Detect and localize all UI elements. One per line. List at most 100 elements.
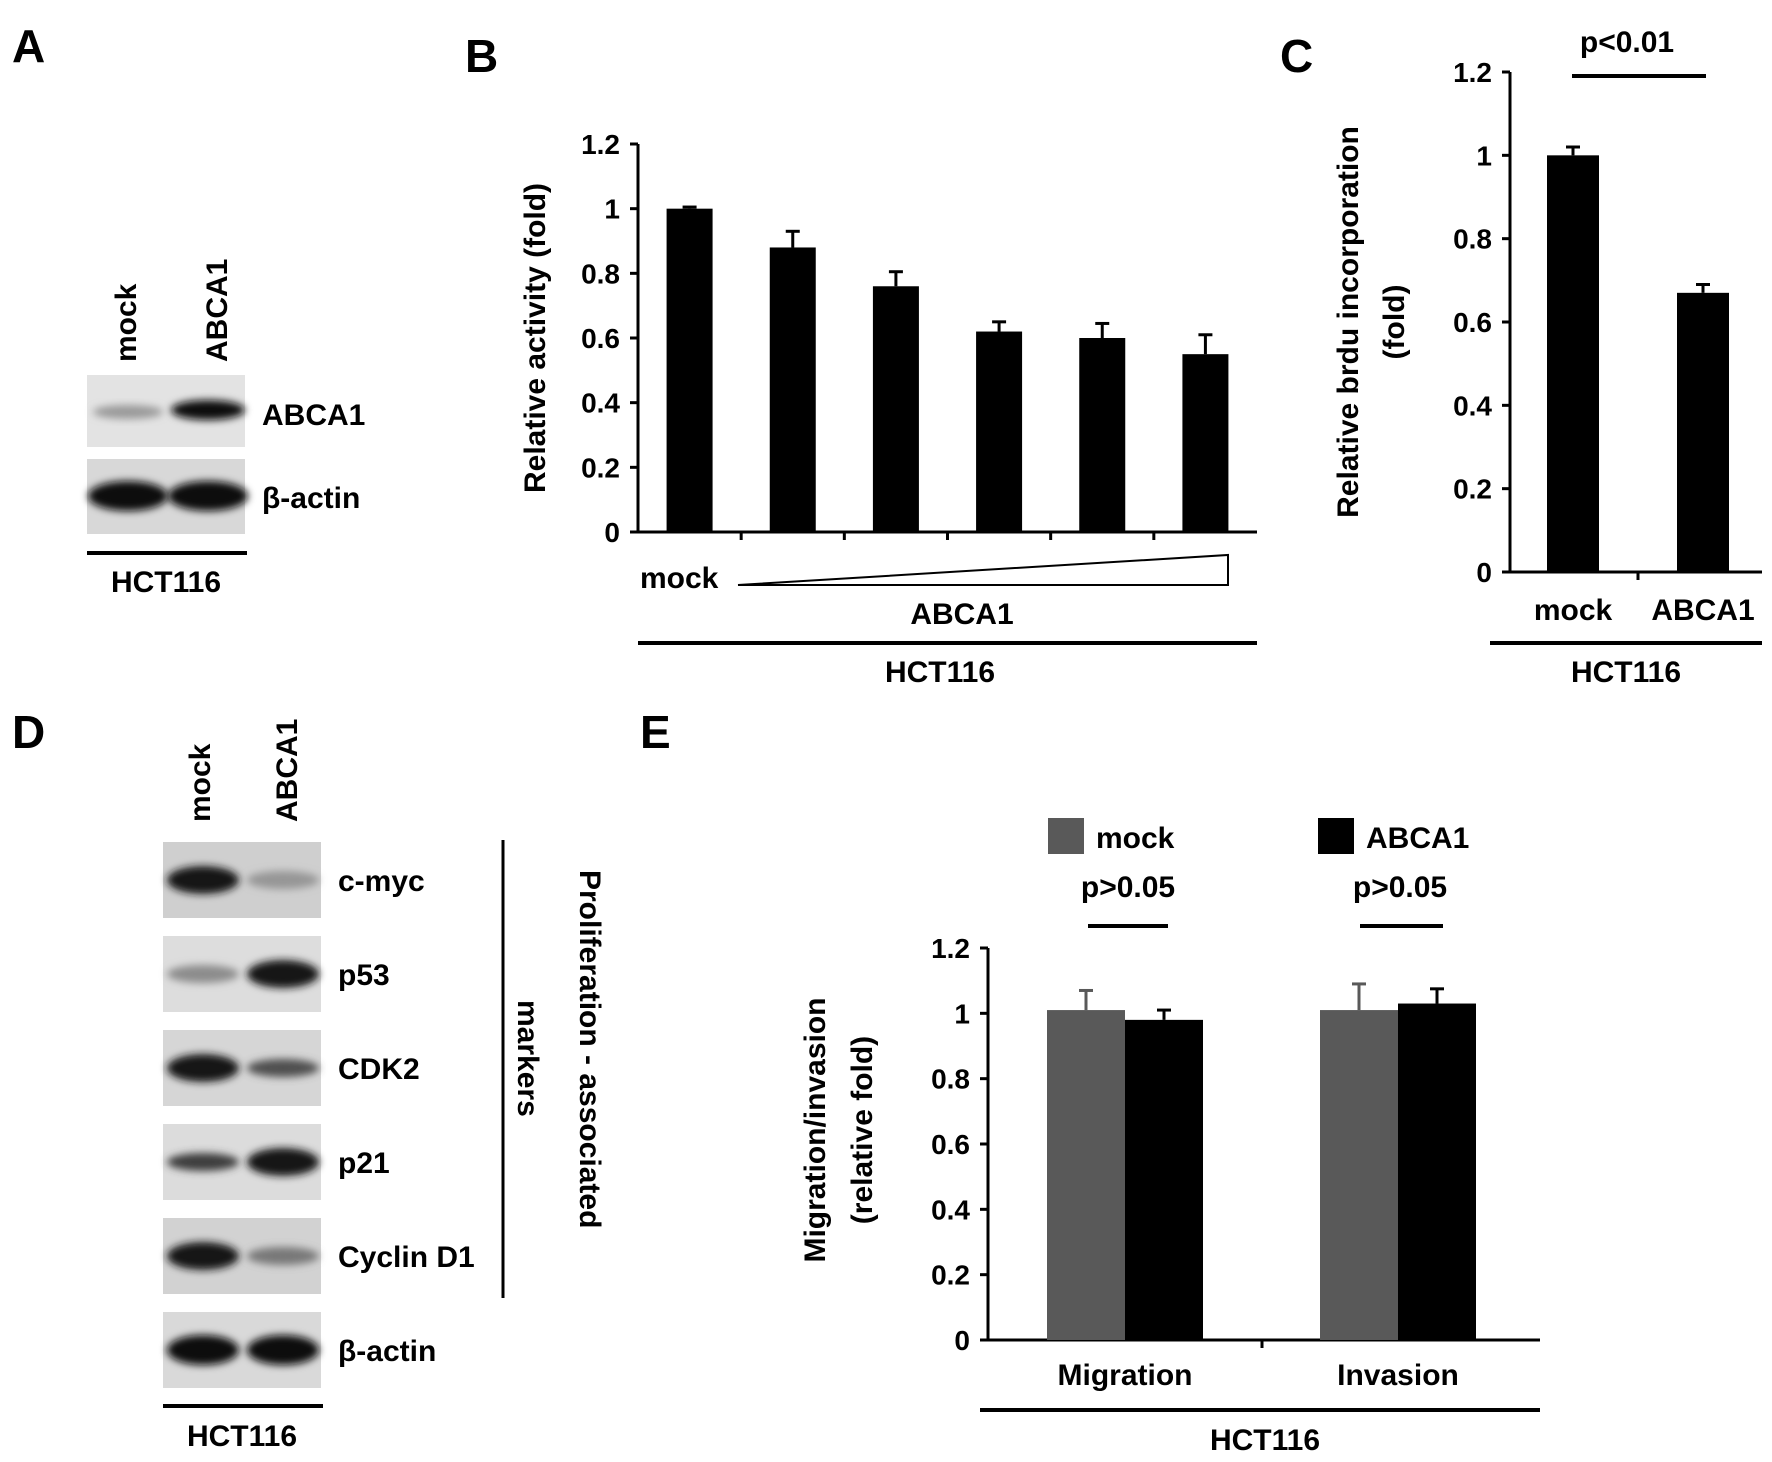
panel-c-y-tick-label: 0.6 <box>1453 307 1492 338</box>
panel-c-bar <box>1677 292 1729 572</box>
panel-c-y-axis-label-line2: (fold) <box>1378 285 1411 360</box>
panel-d-row-label: CDK2 <box>338 1053 420 1086</box>
panel-e-y-tick-label: 0.2 <box>931 1260 970 1291</box>
panel-e-letter: E <box>640 706 671 758</box>
panel-a-lane-abca1: ABCA1 <box>201 259 234 362</box>
panel-b-bar <box>976 331 1023 532</box>
panel-d-band <box>247 1247 319 1265</box>
panel-d-row-label: p21 <box>338 1147 390 1180</box>
panel-b-y-tick-label: 0 <box>604 517 620 548</box>
panel-c-y-tick-label: 0.4 <box>1453 390 1492 421</box>
panel-c-y-axis-label-line1: Relative brdu incorporation <box>1332 126 1365 518</box>
panel-b-dose-triangle <box>737 553 1229 586</box>
panel-c-x-tick-label: mock <box>1534 594 1613 627</box>
panel-b-cell-line: HCT116 <box>885 656 995 689</box>
panel-c-y-tick-label: 0.2 <box>1453 474 1492 505</box>
panel-c-y-tick-label: 1.2 <box>1453 57 1492 88</box>
panel-b-y-tick-label: 0.8 <box>581 258 620 289</box>
panel-e-legend: mock ABCA1 <box>1048 818 1469 855</box>
panel-d-row-label: p53 <box>338 959 390 992</box>
panel-e-legend-swatch <box>1318 818 1354 854</box>
panel-a-band-abca1-abca1 <box>171 400 245 420</box>
panel-e-x-tick-label: Invasion <box>1337 1359 1459 1392</box>
panel-d-letter: D <box>12 706 45 758</box>
panel-c-pvalue: p<0.01 <box>1580 26 1674 59</box>
panel-b-bar <box>872 286 919 532</box>
panel-d-lane-mock: mock <box>184 743 217 822</box>
panel-d: D mock ABCA1 c-myc p53 CDK2 p21 Cyclin D1 β-a… <box>12 706 606 1453</box>
panel-b-y-axis-label: Relative activity (fold) <box>519 183 552 493</box>
panel-d-band <box>167 1153 239 1171</box>
panel-d-band <box>167 866 239 894</box>
panel-c-chart: 0 0.2 0.4 0.6 0.8 1 1.2 mock ABCA1 Relative brdu … <box>1332 57 1762 627</box>
panel-c-cell-line: HCT116 <box>1571 656 1681 689</box>
panel-b-bar <box>769 247 816 532</box>
panel-e-y-tick-label: 0.4 <box>931 1194 970 1225</box>
panel-d-band <box>247 1148 319 1176</box>
panel-a: A mock ABCA1 ABCA1 β-actin HCT116 <box>12 20 365 599</box>
panel-b-chart: 0 0.2 0.4 0.6 0.8 1 1.2 Relative activity (fold… <box>519 129 1257 548</box>
panel-b-letter: B <box>465 30 498 82</box>
panel-b-bar <box>1079 338 1126 532</box>
panel-c-x-tick-label: ABCA1 <box>1651 594 1754 627</box>
panel-c-y-tick-label: 0.8 <box>1453 224 1492 255</box>
panel-c-letter: C <box>1280 30 1313 82</box>
panel-d-lane-abca1: ABCA1 <box>271 719 304 822</box>
panel-e-y-tick-label: 0 <box>954 1325 970 1356</box>
panel-a-cell-line: HCT116 <box>111 566 221 599</box>
panel-e-abca1-bar <box>1398 1003 1476 1340</box>
panel-d-bracket-label-line2: markers <box>511 1000 544 1117</box>
panel-d-band <box>167 965 239 983</box>
panel-a-letter: A <box>12 20 45 72</box>
panel-e-pvalue-1: p>0.05 <box>1081 871 1175 904</box>
panel-b-treatment-label: ABCA1 <box>910 598 1013 631</box>
panel-d-row-label: β-actin <box>338 1335 436 1368</box>
panel-d-band <box>167 1242 239 1270</box>
panel-e-y-axis-label-line1: Migration/invasion <box>799 997 832 1262</box>
panel-e-legend-label: ABCA1 <box>1366 822 1469 855</box>
panel-d-band <box>247 1059 319 1077</box>
panel-a-band-actin-mock <box>88 481 168 511</box>
panel-e-chart: 0 0.2 0.4 0.6 0.8 1 1.2 Migration Invasion Migrat… <box>799 933 1540 1392</box>
panel-d-cell-line: HCT116 <box>187 1420 297 1453</box>
panel-b-y-tick-label: 1.2 <box>581 129 620 160</box>
panel-a-lane-mock: mock <box>110 283 143 362</box>
panel-d-band <box>247 1335 319 1365</box>
panel-e-legend-label: mock <box>1096 822 1175 855</box>
panel-b-y-tick-label: 0.2 <box>581 452 620 483</box>
panel-e-pvalue-2: p>0.05 <box>1353 871 1447 904</box>
panel-c-bar <box>1547 155 1599 573</box>
panel-d-band <box>167 1335 239 1365</box>
panel-e-legend-swatch <box>1048 818 1084 854</box>
panel-e-y-tick-label: 0.8 <box>931 1064 970 1095</box>
panel-b: B 0 0.2 0.4 0.6 0.8 1 1.2 Relative activity (fo… <box>465 30 1257 689</box>
panel-e-y-axis-label-line2: (relative fold) <box>846 1036 879 1224</box>
panel-a-band-actin-abca1 <box>168 481 248 511</box>
panel-e-cell-line: HCT116 <box>1210 1424 1320 1457</box>
panel-e-x-tick-label: Migration <box>1058 1359 1193 1392</box>
panel-e-y-tick-label: 1.2 <box>931 933 970 964</box>
panel-b-bar <box>666 208 713 532</box>
panel-a-row-label-abca1: ABCA1 <box>262 399 365 432</box>
panel-b-y-tick-label: 1 <box>604 194 620 225</box>
panel-d-row-label: c-myc <box>338 865 425 898</box>
panel-b-mock-label: mock <box>640 562 719 595</box>
panel-e-y-tick-label: 1 <box>954 998 970 1029</box>
panel-d-row-label: Cyclin D1 <box>338 1241 475 1274</box>
panel-c-y-tick-label: 0 <box>1476 557 1492 588</box>
panel-d-blots: c-myc p53 CDK2 p21 Cyclin D1 β-actin <box>163 842 475 1388</box>
panel-b-bar <box>1182 354 1229 532</box>
panel-b-y-tick-label: 0.4 <box>581 388 620 419</box>
panel-d-bracket-label-line1: Proliferation - associated <box>573 870 606 1228</box>
panel-a-row-label-actin: β-actin <box>262 482 360 515</box>
panel-c: C p<0.01 0 0.2 0.4 0.6 0.8 1 1.2 mock ABCA1 Relat… <box>1280 26 1762 689</box>
panel-e-mock-bar <box>1047 1010 1125 1340</box>
panel-b-y-tick-label: 0.6 <box>581 323 620 354</box>
panel-d-band <box>167 1054 239 1082</box>
panel-e-y-tick-label: 0.6 <box>931 1129 970 1160</box>
panel-e-mock-bar <box>1320 1010 1398 1340</box>
panel-d-band <box>247 871 319 889</box>
panel-a-band-abca1-mock <box>93 405 163 419</box>
panel-d-band <box>247 960 319 988</box>
